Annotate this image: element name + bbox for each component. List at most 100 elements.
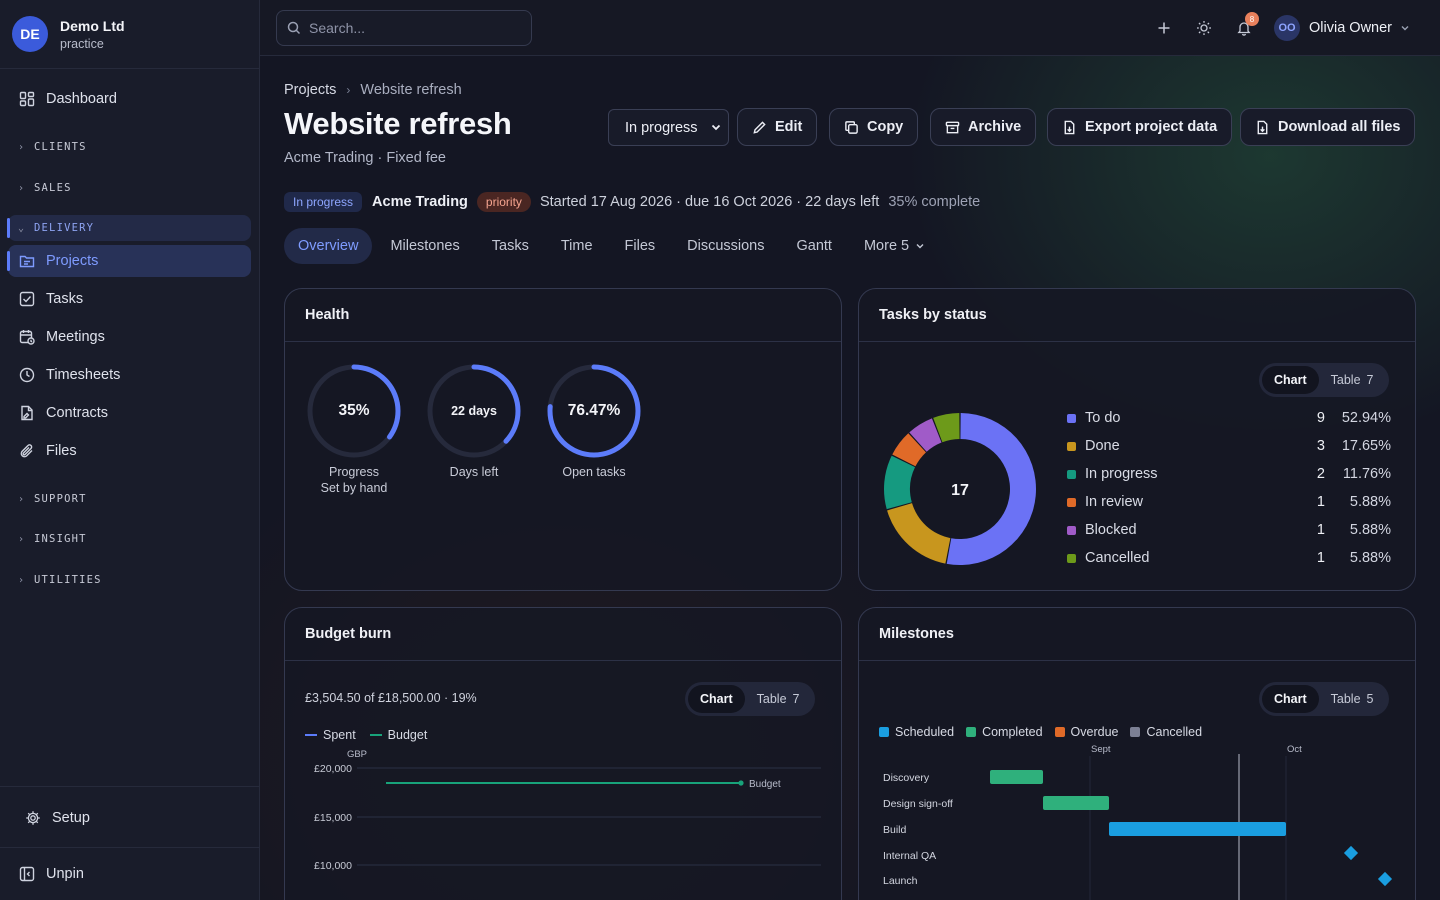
sidebar-item-contracts[interactable]: Contracts xyxy=(8,397,251,429)
sidebar-item-tasks[interactable]: Tasks xyxy=(8,283,251,315)
legend-cancelled: Cancelled xyxy=(1130,725,1202,739)
sidebar-section-delivery[interactable]: ⌄ DELIVERY xyxy=(7,215,251,241)
section-label: SUPPORT xyxy=(34,493,87,505)
tab-discussions[interactable]: Discussions xyxy=(687,238,765,254)
sidebar-unpin-button[interactable]: Unpin xyxy=(0,847,259,900)
chevron-right-icon: › xyxy=(18,182,26,194)
tab-gantt[interactable]: Gantt xyxy=(796,238,832,254)
tab-files[interactable]: Files xyxy=(624,238,656,254)
card-title: Health xyxy=(285,289,841,342)
folder-icon xyxy=(18,252,36,270)
chevron-right-icon: › xyxy=(18,141,26,153)
legend-swatch xyxy=(1067,413,1076,423)
sidebar-item-meetings[interactable]: Meetings xyxy=(8,321,251,353)
chart-table-toggle: Chart Table 5 xyxy=(1259,682,1389,716)
user-menu[interactable]: OO Olivia Owner xyxy=(1274,14,1410,42)
download-all-files-button[interactable]: Download all files xyxy=(1240,108,1416,146)
chart-toggle-button[interactable]: Chart xyxy=(688,685,745,713)
sidebar-item-dashboard[interactable]: Dashboard xyxy=(8,83,251,115)
chevron-right-icon: › xyxy=(18,574,26,586)
milestone-bar-discovery[interactable] xyxy=(990,770,1043,784)
legend-label: Budget xyxy=(387,728,428,742)
chart-toggle-button[interactable]: Chart xyxy=(1262,366,1319,394)
budget-line-label: Budget xyxy=(749,779,781,790)
legend-label: Scheduled xyxy=(895,725,955,739)
tab-overview[interactable]: Overview xyxy=(284,228,373,264)
legend-swatch xyxy=(1067,441,1076,451)
table-toggle-button[interactable]: Table 7 xyxy=(745,685,812,713)
add-icon[interactable] xyxy=(1154,18,1174,38)
sidebar-item-timesheets[interactable]: Timesheets xyxy=(8,359,251,391)
sidebar-item-label: Meetings xyxy=(46,329,105,345)
card-title: Tasks by status xyxy=(859,289,1415,342)
clock-icon xyxy=(18,366,36,384)
donut-slice-in-review[interactable] xyxy=(892,433,926,467)
sidebar: DE Demo Ltd practice Dashboard › CLIENTS… xyxy=(0,0,260,900)
row-label: Launch xyxy=(883,875,918,887)
tab-more[interactable]: More 5 xyxy=(850,228,939,264)
breadcrumb-parent[interactable]: Projects xyxy=(284,82,337,98)
legend-percent: 5.88% xyxy=(1349,522,1391,538)
tab-tasks[interactable]: Tasks xyxy=(491,238,529,254)
milestone-bar-build[interactable] xyxy=(1109,822,1286,836)
status-select[interactable]: In progress xyxy=(608,109,729,146)
sidebar-section-utilities[interactable]: › UTILITIES xyxy=(8,567,251,593)
tab-milestones[interactable]: Milestones xyxy=(390,238,460,254)
section-label: UTILITIES xyxy=(34,574,102,586)
client-name[interactable]: Acme Trading xyxy=(372,194,468,210)
calendar-clock-icon xyxy=(18,328,36,346)
legend-count: 2 xyxy=(1316,466,1325,482)
donut-slice-done[interactable] xyxy=(887,503,951,564)
sidebar-item-files[interactable]: Files xyxy=(8,435,251,467)
table-toggle-button[interactable]: Table 5 xyxy=(1319,685,1386,713)
donut-slice-blocked[interactable] xyxy=(909,418,942,452)
legend-row-in-progress: In progress 2 11.76% xyxy=(1067,464,1391,484)
donut-slice-cancelled[interactable] xyxy=(933,413,960,443)
tab-time[interactable]: Time xyxy=(560,238,593,254)
search-input[interactable]: Search... xyxy=(276,10,532,46)
chevron-right-icon: › xyxy=(18,493,26,505)
milestone-diamond-launch[interactable] xyxy=(1377,871,1393,887)
edit-button[interactable]: Edit xyxy=(737,108,818,146)
copy-label: Copy xyxy=(867,119,904,135)
donut-slice-to-do[interactable] xyxy=(946,413,1036,565)
chevron-right-icon: › xyxy=(346,83,351,97)
copy-button[interactable]: Copy xyxy=(829,108,919,146)
legend-swatch xyxy=(1054,727,1065,737)
donut-slice-in-progress[interactable] xyxy=(884,455,916,510)
budget-summary: £3,504.50 of £18,500.00 · 19% xyxy=(305,691,477,705)
breadcrumb-current: Website refresh xyxy=(360,82,462,98)
tab-bar: Overview Milestones Tasks Time Files Dis… xyxy=(284,228,943,264)
milestone-bar-design-sign-off[interactable] xyxy=(1043,796,1109,810)
archive-button[interactable]: Archive xyxy=(930,108,1037,146)
x-tick-label: Oct xyxy=(1287,744,1302,755)
checkbox-icon xyxy=(18,290,36,308)
sidebar-section-clients[interactable]: › CLIENTS xyxy=(8,134,251,160)
legend-swatch xyxy=(1067,525,1076,535)
legend-label: Blocked xyxy=(1085,522,1137,538)
page-title: Website refresh xyxy=(284,106,512,141)
chart-toggle-button[interactable]: Chart xyxy=(1262,685,1319,713)
ring-arc xyxy=(307,364,401,458)
sidebar-item-projects[interactable]: Projects xyxy=(7,245,251,277)
y-tick-label: £10,000 xyxy=(314,860,352,872)
notifications-icon[interactable]: 8 xyxy=(1234,12,1259,38)
legend-row-cancelled: Cancelled 1 5.88% xyxy=(1067,548,1391,568)
sidebar-item-setup[interactable]: Setup xyxy=(0,786,259,848)
theme-toggle-icon[interactable] xyxy=(1194,18,1214,38)
row-label: Design sign-off xyxy=(883,798,953,810)
legend-label: Completed xyxy=(982,725,1043,739)
budget-line-chart: GBP £20,000 £15,000 £10,000 Budget xyxy=(314,749,821,872)
search-placeholder: Search... xyxy=(309,20,366,36)
chevron-down-icon xyxy=(1400,23,1410,33)
sidebar-section-insight[interactable]: › INSIGHT xyxy=(8,526,251,552)
table-toggle-button[interactable]: Table 7 xyxy=(1319,366,1386,394)
sidebar-section-support[interactable]: › SUPPORT xyxy=(8,486,251,512)
export-project-data-button[interactable]: Export project data xyxy=(1047,108,1233,146)
legend-swatch xyxy=(1130,727,1141,737)
gear-icon xyxy=(24,809,42,827)
milestone-diamond-internal-qa[interactable] xyxy=(1343,845,1359,861)
org-switcher[interactable]: DE Demo Ltd practice xyxy=(0,0,259,69)
legend-swatch xyxy=(1067,469,1076,479)
sidebar-section-sales[interactable]: › SALES xyxy=(8,175,251,201)
